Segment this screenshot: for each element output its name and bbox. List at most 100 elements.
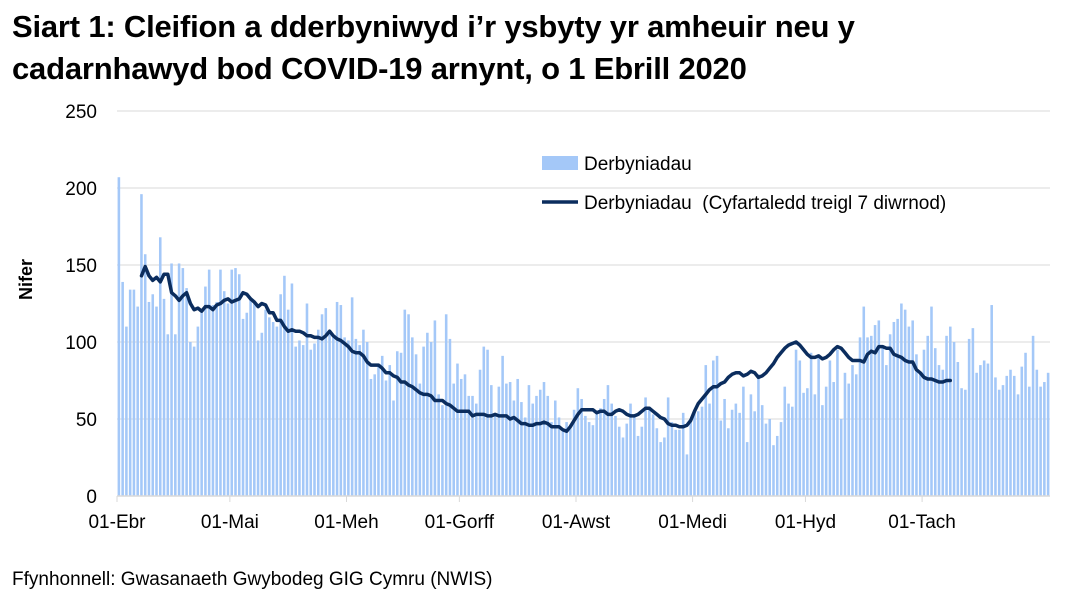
bar	[648, 406, 651, 496]
bar	[478, 369, 482, 496]
bar	[347, 340, 350, 496]
bar	[903, 309, 907, 496]
bar	[858, 337, 862, 496]
bar	[505, 383, 508, 496]
bar	[964, 389, 967, 496]
bar	[433, 320, 437, 496]
bar	[900, 303, 903, 496]
bar	[606, 385, 610, 496]
y-axis-ticks: 0 50 100 150 200 250	[65, 102, 97, 508]
bar	[301, 345, 305, 496]
bar	[949, 326, 952, 496]
bar	[474, 403, 478, 496]
bar	[230, 269, 234, 496]
x-tick-label: 01-Gorff	[425, 512, 495, 533]
bar	[843, 372, 847, 496]
bar	[542, 382, 546, 496]
bar	[907, 326, 911, 496]
bar	[140, 194, 143, 496]
bar	[557, 417, 561, 496]
bar	[158, 237, 162, 496]
bar	[768, 419, 772, 496]
bar	[249, 297, 252, 496]
bar	[772, 445, 775, 496]
bar	[659, 442, 662, 496]
bar	[576, 388, 580, 496]
bar	[241, 318, 245, 496]
rolling-average-line	[139, 264, 953, 434]
bar	[452, 383, 455, 496]
bar	[1009, 369, 1012, 496]
bar	[828, 360, 832, 496]
bar	[121, 281, 124, 496]
bar	[757, 374, 760, 496]
bar	[982, 360, 986, 496]
bar	[136, 306, 139, 496]
bar	[403, 309, 407, 496]
bar	[226, 303, 230, 496]
y-tick-label: 250	[65, 102, 97, 123]
bar	[749, 394, 753, 496]
bar	[911, 320, 914, 496]
bar	[704, 365, 708, 496]
bar	[854, 374, 858, 496]
bar	[862, 306, 866, 496]
bar	[520, 402, 523, 496]
bar	[373, 374, 376, 496]
bar	[877, 320, 881, 496]
bar	[482, 346, 486, 496]
bar	[873, 325, 877, 496]
bar	[836, 349, 839, 496]
bar	[915, 354, 918, 496]
bar	[407, 314, 410, 496]
bar	[309, 349, 313, 496]
bar	[298, 340, 301, 496]
bar	[388, 365, 392, 496]
bar	[783, 386, 787, 496]
bar	[215, 301, 218, 496]
bar	[268, 317, 271, 496]
bar	[644, 397, 647, 496]
bar	[313, 343, 316, 496]
bar	[523, 417, 527, 496]
bar	[256, 340, 260, 496]
bar	[343, 337, 346, 496]
bar	[712, 360, 715, 496]
bar	[670, 422, 674, 496]
bar	[655, 428, 659, 496]
bar	[189, 342, 192, 496]
bar	[143, 254, 147, 496]
bar	[798, 360, 802, 496]
bar	[237, 274, 241, 496]
bar	[700, 406, 704, 496]
bar	[328, 334, 331, 496]
bar	[930, 306, 933, 496]
bar	[350, 297, 354, 496]
bar	[546, 395, 550, 496]
bar	[602, 398, 606, 496]
bar	[839, 419, 843, 496]
bar	[196, 326, 200, 496]
bar	[787, 403, 790, 496]
bar	[881, 348, 884, 496]
bar	[493, 414, 497, 496]
bar	[1043, 382, 1046, 496]
bar	[621, 437, 625, 496]
x-tick-label: 01-Tach	[888, 512, 956, 533]
x-tick-label: 01-Hyd	[775, 512, 836, 533]
bar	[234, 268, 237, 496]
bar	[764, 423, 768, 496]
bar	[177, 263, 181, 496]
bar	[933, 348, 937, 496]
bar	[975, 372, 978, 496]
bar	[806, 388, 809, 496]
bar	[651, 414, 655, 496]
bar	[738, 412, 741, 496]
bar	[377, 365, 380, 496]
bar	[640, 426, 644, 496]
bar	[678, 429, 681, 496]
bar	[429, 342, 433, 496]
bar	[561, 431, 565, 496]
bar	[369, 378, 373, 496]
bar	[335, 301, 339, 496]
